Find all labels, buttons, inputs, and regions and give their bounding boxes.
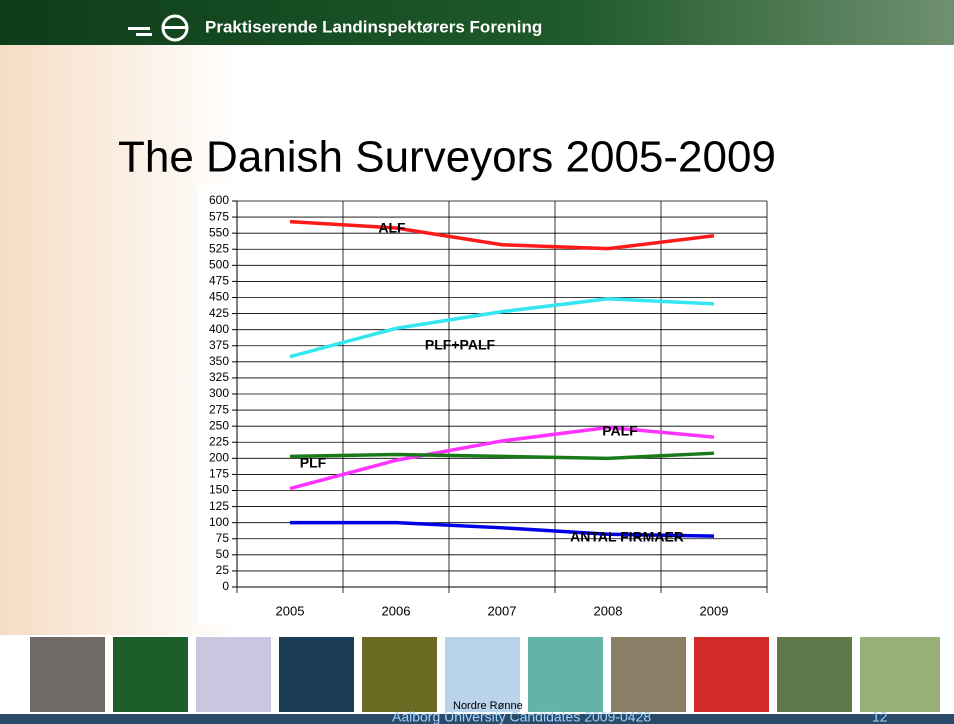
header-title: Praktiserende Landinspektørers Forening: [205, 17, 542, 36]
y-tick-label: 500: [209, 258, 229, 272]
y-tick-label: 125: [209, 499, 229, 513]
y-tick-label: 525: [209, 241, 229, 255]
chart-area: [197, 185, 770, 625]
series-label: ANTAL FIRMAER: [570, 529, 684, 545]
footer-text: Aalborg University Candidates 2009-0428: [392, 709, 651, 724]
x-tick-label: 2006: [382, 603, 411, 618]
logo: [128, 14, 189, 42]
y-tick-label: 250: [209, 418, 229, 432]
y-tick-label: 100: [209, 515, 229, 529]
y-tick-label: 475: [209, 274, 229, 288]
y-tick-label: 325: [209, 370, 229, 384]
x-tick-label: 2007: [488, 603, 517, 618]
series-line: [290, 520, 715, 538]
chart: 0 25 50 75 100 125 150 175 200 225 250 275 300 325 350…: [209, 193, 768, 618]
series-line: [289, 425, 715, 491]
y-tick-label: 375: [209, 338, 229, 352]
series-label: PLF: [300, 455, 327, 471]
header-bar: [0, 0, 954, 45]
y-tick-label: 175: [209, 467, 229, 481]
footer-bar: [0, 714, 954, 724]
y-tick-label: 275: [209, 402, 229, 416]
y-tick-label: 425: [209, 306, 229, 320]
y-tick-label: 350: [209, 354, 229, 368]
slide-title: The Danish Surveyors 2005-2009: [118, 133, 776, 182]
x-tick-label: 2009: [700, 603, 729, 618]
y-tick-label: 200: [209, 451, 229, 465]
y-tick-label: 225: [209, 434, 229, 448]
y-tick-label: 300: [209, 386, 229, 400]
x-tick-label: 2005: [276, 603, 305, 618]
y-tick-label: 400: [209, 322, 229, 336]
page-number: 12: [872, 709, 888, 724]
y-tick-label: 0: [222, 579, 229, 593]
series-line: [289, 219, 715, 251]
y-tick-label: 25: [216, 563, 230, 577]
series-label: ALF: [378, 220, 406, 236]
x-tick-label: 2008: [594, 603, 623, 618]
series-line: [289, 297, 715, 359]
photo-strip: [30, 637, 940, 712]
series-label: PLF+PALF: [425, 337, 496, 353]
y-tick-label: 50: [216, 547, 230, 561]
series-label: PALF: [602, 423, 638, 439]
y-tick-label: 150: [209, 483, 229, 497]
y-tick-label: 550: [209, 225, 229, 239]
y-tick-label: 600: [209, 193, 229, 207]
y-tick-label: 75: [216, 531, 230, 545]
y-tick-label: 575: [209, 209, 229, 223]
series-line: [289, 451, 715, 461]
map-caption: Nordre Rønne: [453, 700, 523, 712]
y-tick-label: 450: [209, 290, 229, 304]
